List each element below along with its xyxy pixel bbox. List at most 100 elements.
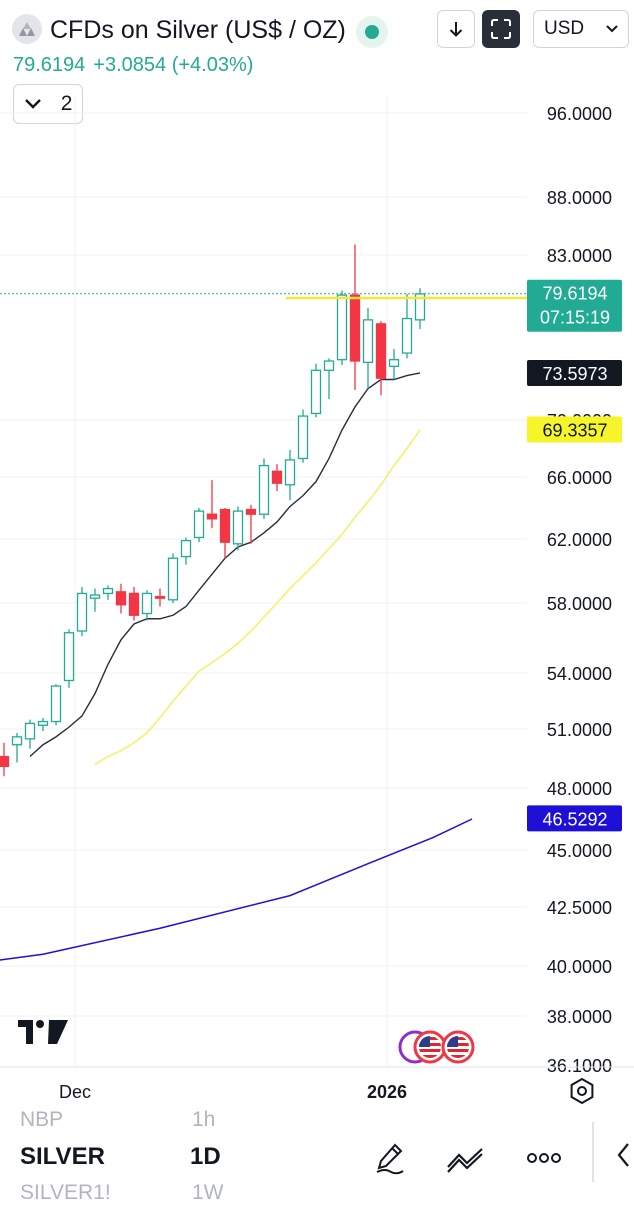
chevron-left-icon[interactable] bbox=[616, 1142, 630, 1168]
price-axis: 96.000088.000083.000070.000066.000062.00… bbox=[547, 104, 612, 1076]
candle-body bbox=[349, 294, 361, 362]
arrow-down-icon bbox=[449, 22, 463, 37]
price-tick-label: 38.0000 bbox=[547, 1007, 612, 1027]
chart-grid bbox=[0, 95, 527, 1067]
candle bbox=[102, 585, 114, 600]
candle bbox=[297, 409, 309, 463]
silver-bars-icon bbox=[12, 14, 42, 44]
candle-body bbox=[401, 317, 413, 354]
market-open-indicator[interactable] bbox=[356, 16, 388, 48]
candle-body bbox=[258, 464, 270, 515]
candle-body bbox=[245, 508, 257, 515]
ema-slow-path bbox=[94, 429, 421, 766]
ema-fast-badge-bg bbox=[527, 360, 622, 386]
scroll-down-button[interactable] bbox=[437, 10, 475, 48]
tradingview-logo-icon[interactable] bbox=[18, 1018, 70, 1046]
candle bbox=[349, 244, 361, 390]
ma-long-badge-bg bbox=[527, 805, 622, 832]
ema-fast-line bbox=[29, 372, 421, 758]
price-tick-label: 51.0000 bbox=[547, 720, 612, 740]
economic-events-flags[interactable] bbox=[398, 1028, 478, 1071]
candle bbox=[63, 629, 75, 688]
candle bbox=[401, 293, 413, 359]
ma-long-line bbox=[0, 818, 473, 961]
symbol-picker-next[interactable]: SILVER1! bbox=[20, 1181, 111, 1204]
candle bbox=[115, 583, 127, 614]
candle-body bbox=[271, 470, 283, 484]
more-dots-icon bbox=[527, 1153, 561, 1163]
candle bbox=[362, 307, 374, 389]
price-change: +3.0854 (+4.03%) bbox=[93, 54, 254, 76]
price-tick-label: 83.0000 bbox=[547, 246, 612, 266]
candle bbox=[232, 506, 244, 551]
trend-lines-button[interactable] bbox=[445, 1138, 485, 1178]
candle-body bbox=[141, 592, 153, 615]
last-price-badge-countdown: 07:15:19 bbox=[540, 308, 610, 328]
ma-long-badge-price: 46.5292 bbox=[542, 809, 607, 829]
time-label-dec: Dec bbox=[59, 1082, 91, 1102]
symbol-picker-prev[interactable]: NBP bbox=[20, 1108, 64, 1131]
candle bbox=[76, 587, 88, 637]
more-button[interactable] bbox=[524, 1138, 564, 1178]
symbol-title[interactable]: CFDs on Silver (US$ / OZ) bbox=[50, 16, 346, 44]
candle bbox=[284, 449, 296, 501]
candle bbox=[336, 290, 348, 365]
candle-body bbox=[323, 360, 335, 371]
ema-slow-badge-bg bbox=[527, 416, 622, 443]
ma-long-path bbox=[0, 818, 473, 961]
candle-body bbox=[336, 294, 348, 361]
candle-body bbox=[102, 587, 114, 595]
ema-slow-line bbox=[94, 429, 421, 766]
quote-line: 79.6194 +3.0854 (+4.03%) bbox=[13, 54, 253, 77]
toolbar-divider bbox=[592, 1122, 594, 1182]
chart-header: CFDs on Silver (US$ / OZ) 79.6194 +3.0854… bbox=[0, 0, 634, 130]
interval-picker-next[interactable]: 1W bbox=[192, 1181, 224, 1204]
candle bbox=[167, 553, 179, 603]
price-chart[interactable]: 96.000088.000083.000070.000066.000062.00… bbox=[0, 0, 634, 1112]
candle-body bbox=[0, 755, 10, 768]
candle bbox=[375, 321, 387, 396]
live-dot-icon bbox=[365, 25, 379, 39]
gear-hexagon-icon[interactable] bbox=[570, 1077, 594, 1105]
pencil-draw-icon bbox=[376, 1143, 404, 1175]
candle-body bbox=[11, 736, 23, 746]
currency-value: USD bbox=[544, 18, 585, 39]
trend-lines-icon bbox=[447, 1148, 483, 1173]
candle bbox=[89, 588, 101, 612]
candle bbox=[245, 504, 257, 544]
candle-body bbox=[50, 685, 62, 723]
candles bbox=[0, 244, 426, 777]
candle-body bbox=[284, 459, 296, 486]
interval-picker-current[interactable]: 1D bbox=[190, 1143, 221, 1170]
candle bbox=[414, 288, 426, 330]
candle-body bbox=[180, 539, 192, 558]
horizontal-lines bbox=[0, 293, 527, 300]
us-flag-icon bbox=[413, 1030, 447, 1064]
price-tick-label: 42.5000 bbox=[547, 898, 612, 918]
chevron-down-icon bbox=[24, 99, 41, 109]
candle-body bbox=[388, 359, 400, 367]
price-tick-label: 36.1000 bbox=[547, 1056, 612, 1076]
symbol-picker-current[interactable]: SILVER bbox=[20, 1143, 105, 1170]
candle-body bbox=[310, 369, 322, 415]
candle bbox=[323, 358, 335, 400]
ema-slow-badge-price: 69.3357 bbox=[542, 420, 607, 440]
last-price: 79.6194 bbox=[13, 54, 86, 76]
collapse-indicators-button[interactable]: 2 bbox=[13, 84, 83, 124]
last-price-badge-bg bbox=[527, 279, 622, 332]
candle bbox=[128, 587, 140, 621]
candle bbox=[310, 363, 322, 418]
candle-body bbox=[128, 592, 140, 616]
interval-picker-prev[interactable]: 1h bbox=[192, 1108, 216, 1131]
price-tick-label: 66.0000 bbox=[547, 468, 612, 488]
price-tick-label: 58.0000 bbox=[547, 594, 612, 614]
draw-tool-button[interactable] bbox=[370, 1138, 410, 1178]
candle bbox=[206, 480, 218, 529]
price-tick-label: 96.0000 bbox=[547, 104, 612, 124]
candle bbox=[154, 588, 166, 607]
ema-fast-badge-price: 73.5973 bbox=[542, 364, 607, 384]
candle bbox=[388, 349, 400, 380]
currency-select[interactable]: USD bbox=[533, 10, 629, 48]
fullscreen-button[interactable] bbox=[482, 10, 520, 48]
price-tick-label: 45.0000 bbox=[547, 841, 612, 861]
